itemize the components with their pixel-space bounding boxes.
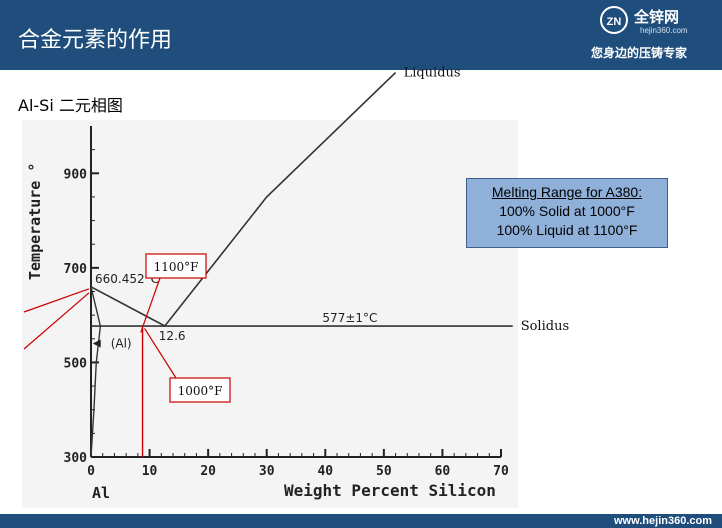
note-liquid: 100% Liquid at 1100°F bbox=[496, 222, 638, 238]
curves: Liquidus Solidus bbox=[90, 66, 569, 458]
x-origin-label: Al bbox=[92, 484, 110, 502]
phase-diagram bbox=[22, 120, 518, 508]
axes bbox=[90, 126, 501, 458]
y-tick-label: 900 bbox=[64, 167, 88, 182]
x-tick-label: 60 bbox=[435, 464, 451, 479]
slide-title: 合金元素的作用 bbox=[18, 28, 173, 53]
point-label: 12.6 bbox=[159, 329, 186, 343]
series-label-solidus: Solidus bbox=[521, 319, 569, 334]
x-tick-label: 20 bbox=[200, 464, 216, 479]
x-axis-label: Weight Percent Silicon bbox=[284, 481, 496, 500]
callout-1100-box bbox=[145, 253, 207, 279]
y-tick-label: 300 bbox=[64, 451, 88, 466]
x-tick-label: 70 bbox=[493, 464, 509, 479]
callout-1100-arrow bbox=[140, 277, 161, 333]
brand-domain: hejin360.com bbox=[640, 26, 688, 35]
note-title: Melting Range for A380: bbox=[491, 184, 643, 200]
point-label: 660.452°C bbox=[95, 272, 159, 286]
y-tick-label: 700 bbox=[64, 262, 88, 277]
footer-bar: www.hejin360.com bbox=[0, 514, 722, 528]
callout-1000-arrow bbox=[144, 328, 177, 379]
header-bar: 合金元素的作用 ZN 全锌网 hejin360.com 您身边的压铸专家 bbox=[0, 0, 722, 70]
note-solid: 100% Solid at 1000°F bbox=[499, 203, 635, 219]
x-tick-label: 50 bbox=[376, 464, 392, 479]
callouts: 1100°F 1000°F bbox=[23, 253, 231, 457]
labels: 660.452°C 12.6 577±1°C (Al) bbox=[92, 272, 377, 351]
y-axis-label: Temperature ° bbox=[26, 163, 44, 280]
point-label: (Al) bbox=[111, 337, 132, 351]
x-tick-label: 0 bbox=[87, 464, 95, 479]
series-label-liquidus: Liquidus bbox=[404, 66, 461, 81]
y-tick-label: 500 bbox=[64, 356, 88, 371]
footer-url: www.hejin360.com bbox=[613, 515, 712, 527]
brand-name: 全锌网 bbox=[634, 8, 680, 26]
callout-1000-label: 1000°F bbox=[178, 384, 223, 398]
callout-1000-box bbox=[169, 377, 231, 403]
point-label: 577±1°C bbox=[322, 311, 377, 325]
melting-range-note: Melting Range for A380: 100% Solid at 10… bbox=[466, 178, 668, 248]
zn-logo-icon: ZN bbox=[600, 6, 628, 34]
solvus-line bbox=[90, 286, 102, 458]
brand-tagline: 您身边的压铸专家 bbox=[591, 46, 688, 60]
x-tick-label: 10 bbox=[142, 464, 158, 479]
arrow-660 bbox=[23, 288, 90, 313]
x-tick-label: 30 bbox=[259, 464, 275, 479]
arrow-660b bbox=[23, 292, 90, 350]
ticks: 0 10 20 30 40 50 60 70 300 500 700 900 bbox=[64, 149, 509, 479]
callout-1100-label: 1100°F bbox=[154, 260, 199, 274]
al-region-arrow-icon bbox=[92, 339, 101, 348]
slide-subtitle: Al-Si 二元相图 bbox=[18, 96, 123, 115]
series-liquidus bbox=[90, 71, 397, 328]
x-tick-label: 40 bbox=[317, 464, 333, 479]
